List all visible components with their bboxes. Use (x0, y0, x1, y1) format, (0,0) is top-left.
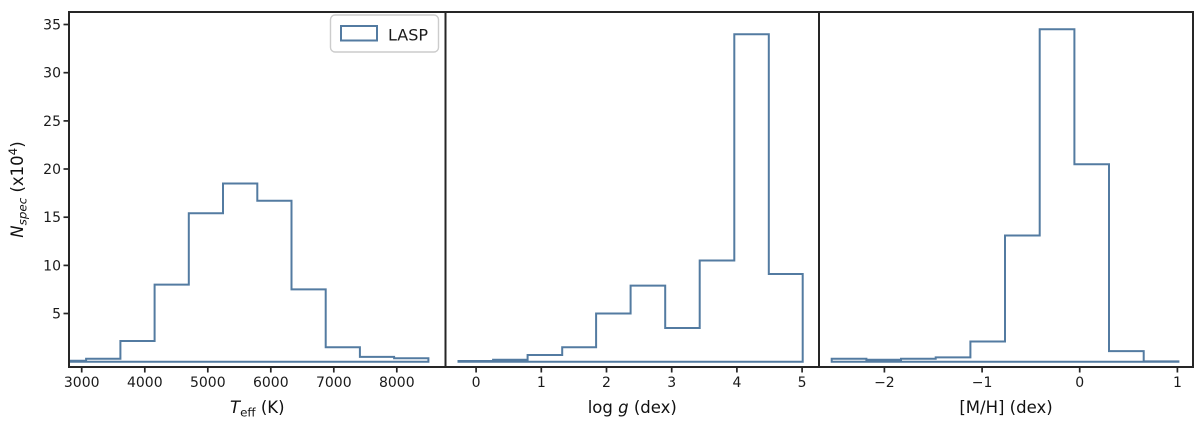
x-tick-label: 6000 (253, 375, 289, 391)
y-tick-label: 25 (43, 114, 61, 130)
x-tick-label: 5000 (190, 375, 226, 391)
x-tick-label: 8000 (379, 375, 415, 391)
x-axis-label-teff: Teff (K) (230, 398, 285, 420)
mh-histogram-path-lasp (830, 28, 1180, 363)
panel-mh: −2 −1 0 1 [M/H] (dex) (830, 28, 1182, 417)
x-axis-label-logg: log g (dex) (588, 398, 677, 417)
y-axis: 5 10 15 20 25 30 35 (43, 18, 69, 323)
x-tick-label: 1 (1173, 375, 1182, 391)
legend-lasp-label: LASP (388, 26, 428, 45)
x-tick-label: −1 (972, 375, 993, 391)
legend-box (329, 14, 440, 53)
plot-border (68, 11, 1194, 368)
y-axis-label: Nspec (x104) (6, 141, 30, 237)
x-tick-label: 0 (1075, 375, 1084, 391)
y-tick-label: 15 (43, 210, 61, 226)
y-tick-label: 5 (52, 307, 61, 323)
x-tick-label: 4000 (127, 375, 163, 391)
teff-histogram-path-lasp (69, 182, 430, 363)
y-tick-label: 35 (43, 18, 61, 34)
panel-teff: 3000 4000 5000 6000 7000 8000 Teff (K) (64, 182, 430, 420)
logg-histogram-path-lasp (457, 33, 804, 363)
x-tick-label: 3000 (64, 375, 100, 391)
y-tick-label: 10 (43, 258, 61, 274)
y-tick-label: 30 (43, 66, 61, 82)
legend-lasp-swatch (340, 25, 378, 42)
x-tick-label: 7000 (316, 375, 352, 391)
x-tick-label: 1 (537, 375, 546, 391)
legend: LASP (329, 14, 440, 53)
x-axis-label-mh: [M/H] (dex) (959, 398, 1052, 417)
y-tick-label: 20 (43, 162, 61, 178)
panel-logg: 0 1 2 3 4 5 log g (dex) (457, 33, 807, 417)
mh-x-axis-ticks: −2 −1 0 1 (874, 367, 1182, 391)
x-tick-label: −2 (874, 375, 895, 391)
x-tick-label: 5 (798, 375, 807, 391)
x-tick-label: 0 (472, 375, 481, 391)
x-tick-label: 2 (602, 375, 611, 391)
x-tick-label: 4 (732, 375, 741, 391)
x-tick-label: 3 (667, 375, 676, 391)
teff-x-axis-ticks: 3000 4000 5000 6000 7000 8000 (64, 367, 415, 391)
